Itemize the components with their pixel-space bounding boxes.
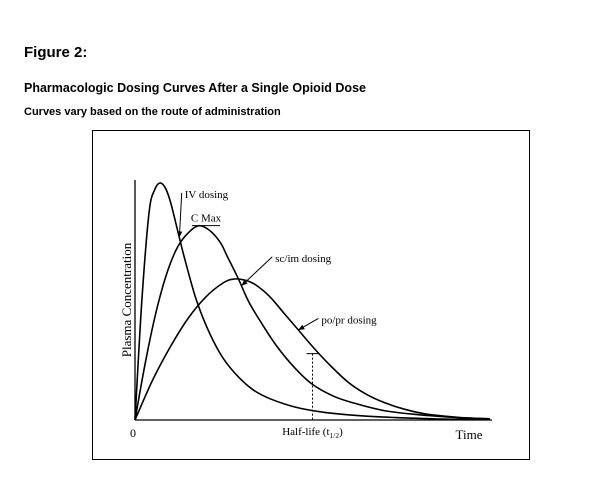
x-axis-label: Time xyxy=(456,427,483,442)
annotation-layer: C Max Half-life (t1/2) IV dosing sc/im do… xyxy=(177,189,377,440)
figure-subtitle: Curves vary based on the route of admini… xyxy=(24,106,281,118)
half-life-label: Half-life (t1/2) xyxy=(282,426,343,440)
y-axis-label: Plasma Concentration xyxy=(119,242,134,357)
pointer-iv-dosing xyxy=(178,192,183,238)
curve-label-iv-dosing: IV dosing xyxy=(185,189,229,201)
series-line-iv-dosing xyxy=(134,182,491,421)
cmax-label: C Max xyxy=(191,213,222,225)
figure-title: Pharmacologic Dosing Curves After a Sing… xyxy=(24,81,366,95)
figure-label: Figure 2: xyxy=(24,44,88,61)
arrowhead-iv-dosing xyxy=(177,231,183,238)
series-layer xyxy=(134,182,491,421)
curve-label-sc-im-dosing: sc/im dosing xyxy=(275,253,331,265)
half-life-label-main: Half-life (t xyxy=(282,426,329,438)
chart-frame xyxy=(92,130,530,460)
half-life-label-sub: 1/2 xyxy=(330,431,340,440)
arrowhead-sc-im-dosing xyxy=(241,279,248,286)
series-line-po-pr-dosing xyxy=(134,278,491,421)
curve-label-po-pr-dosing: po/pr dosing xyxy=(321,314,377,326)
pointer-sc-im-dosing xyxy=(241,256,273,287)
x-origin-label: 0 xyxy=(130,426,136,440)
arrowhead-po-pr-dosing xyxy=(298,324,305,330)
half-life-label-end: ) xyxy=(339,426,343,438)
series-line-sc-im-dosing xyxy=(134,224,491,421)
